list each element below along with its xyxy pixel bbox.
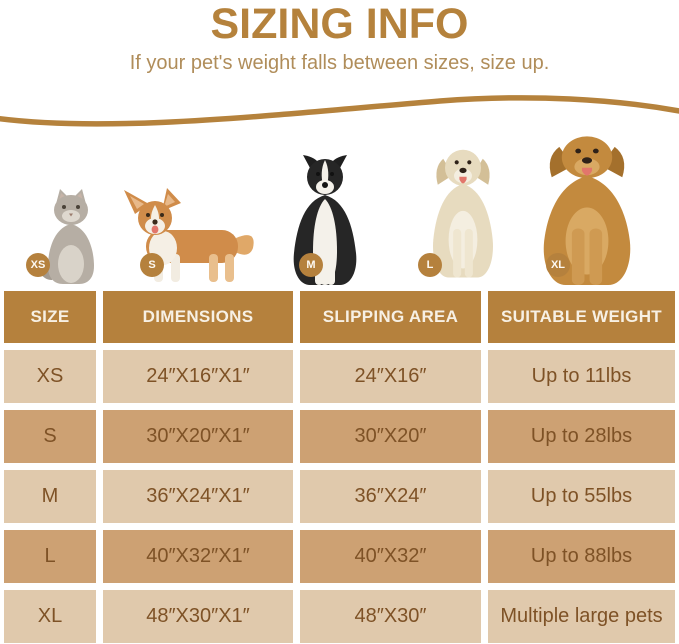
pet-corgi-s <box>110 188 258 285</box>
pet-golden-retriever-l <box>418 135 508 285</box>
size-badge-xl: XL <box>546 253 570 277</box>
column-header-slipping-area: SLIPPING AREA <box>300 291 481 343</box>
table-cell-suitable-weight: Up to 88lbs <box>488 530 675 583</box>
size-badge-s: S <box>140 253 164 277</box>
column-header-dimensions: DIMENSIONS <box>103 291 293 343</box>
wave-divider <box>0 95 679 127</box>
table-cell-dimensions: 30″X20″X1″ <box>103 410 293 463</box>
table-cell-size: XL <box>4 590 96 643</box>
corgi-illustration <box>124 188 254 282</box>
sizing-table: SIZE DIMENSIONS SLIPPING AREA SUITABLE W… <box>4 291 675 643</box>
table-cell-slipping-area: 48″X30″ <box>300 590 481 643</box>
pet-golden-retriever-xl <box>524 128 650 285</box>
column-header-size: SIZE <box>4 291 96 343</box>
pet-border-collie-m <box>277 155 373 285</box>
table-cell-dimensions: 40″X32″X1″ <box>103 530 293 583</box>
golden-retriever-illustration <box>432 149 494 278</box>
table-cell-slipping-area: 30″X20″ <box>300 410 481 463</box>
table-cell-dimensions: 48″X30″X1″ <box>103 590 293 643</box>
table-cell-suitable-weight: Up to 55lbs <box>488 470 675 523</box>
size-badge-xs: XS <box>26 253 50 277</box>
table-cell-dimensions: 36″X24″X1″ <box>103 470 293 523</box>
pet-size-illustrations: XS S M L XL <box>0 125 679 285</box>
cat-illustration <box>39 189 94 284</box>
page-title: SIZING INFO <box>210 0 469 48</box>
size-badge-m: M <box>299 253 323 277</box>
table-cell-size: S <box>4 410 96 463</box>
table-cell-suitable-weight: Up to 11lbs <box>488 350 675 403</box>
table-cell-dimensions: 24″X16″X1″ <box>103 350 293 403</box>
size-badge-l: L <box>418 253 442 277</box>
table-cell-suitable-weight: Up to 28lbs <box>488 410 675 463</box>
table-cell-size: L <box>4 530 96 583</box>
large-golden-retriever-illustration <box>543 136 631 285</box>
pet-cat-xs <box>36 188 106 285</box>
table-cell-size: XS <box>4 350 96 403</box>
table-cell-slipping-area: 40″X32″ <box>300 530 481 583</box>
table-cell-slipping-area: 24″X16″ <box>300 350 481 403</box>
page-subtitle: If your pet's weight falls between sizes… <box>129 52 550 74</box>
column-header-suitable-weight: SUITABLE WEIGHT <box>488 291 675 343</box>
table-cell-size: M <box>4 470 96 523</box>
table-cell-suitable-weight: Multiple large pets <box>488 590 675 643</box>
table-cell-slipping-area: 36″X24″ <box>300 470 481 523</box>
border-collie-illustration <box>293 155 357 285</box>
